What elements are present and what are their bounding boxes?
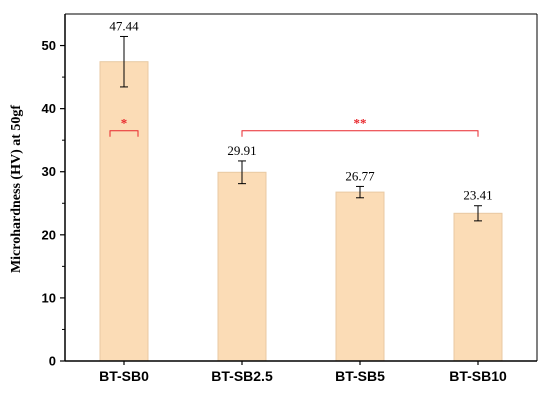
significance-label: ** bbox=[354, 116, 367, 131]
data-label: 26.77 bbox=[345, 168, 375, 183]
bar-bt-sb10 bbox=[453, 212, 503, 362]
bar-bt-sb0 bbox=[99, 61, 149, 362]
data-label: 47.44 bbox=[109, 18, 139, 33]
y-tick-label: 10 bbox=[42, 290, 56, 305]
data-label: 29.91 bbox=[227, 143, 256, 158]
bar-bt-sb5 bbox=[335, 191, 385, 362]
significance-bracket bbox=[109, 130, 139, 137]
significance-bracket bbox=[241, 130, 479, 137]
data-label: 23.41 bbox=[463, 188, 492, 203]
y-tick-label: 0 bbox=[49, 354, 56, 369]
x-tick-label: BT-SB0 bbox=[99, 368, 149, 384]
y-tick-label: 30 bbox=[42, 164, 56, 179]
y-tick-label: 50 bbox=[42, 38, 56, 53]
x-tick-label: BT-SB5 bbox=[335, 368, 385, 384]
y-axis-title: Microhardness (HV) at 50gf bbox=[9, 105, 24, 273]
y-tick-label: 40 bbox=[42, 101, 56, 116]
bar-bt-sb2-5 bbox=[217, 171, 267, 362]
x-tick-label: BT-SB2.5 bbox=[211, 368, 273, 384]
y-tick-label: 20 bbox=[42, 227, 56, 242]
y-axis-label: Microhardness (HV) at 50gf bbox=[9, 105, 24, 273]
significance-label: * bbox=[121, 116, 128, 131]
x-tick-label: BT-SB10 bbox=[449, 368, 507, 384]
